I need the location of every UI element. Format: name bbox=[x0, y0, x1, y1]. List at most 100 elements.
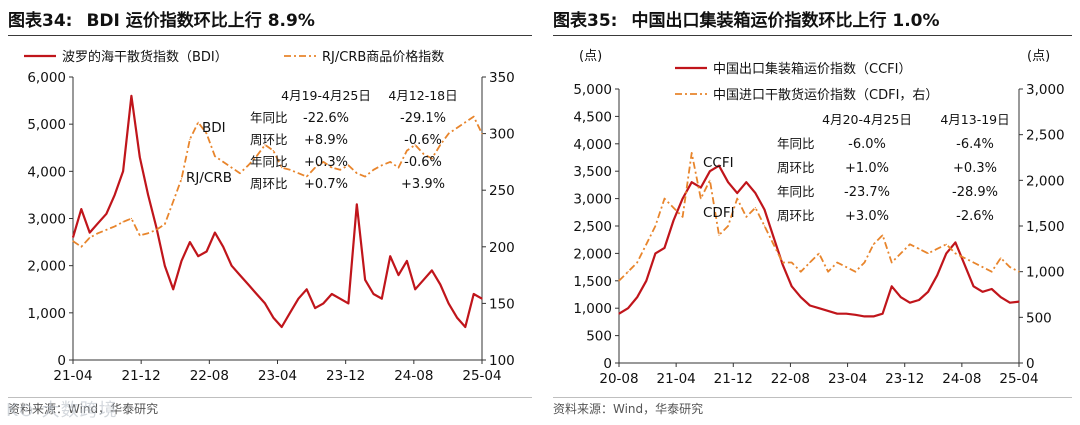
x-tick-label: 20-08 bbox=[599, 371, 638, 387]
data-point bbox=[845, 266, 847, 268]
data-point bbox=[481, 298, 483, 300]
data-point bbox=[381, 298, 383, 300]
y-tick-label-left: 4,500 bbox=[573, 109, 612, 125]
y-tick-label-right: 0 bbox=[1026, 356, 1035, 372]
data-point bbox=[97, 222, 99, 224]
watermark-logo: K⊙ 大数跨境 bbox=[6, 400, 118, 421]
source-rule bbox=[8, 397, 532, 398]
data-point bbox=[854, 314, 856, 316]
data-point bbox=[972, 261, 975, 264]
data-point bbox=[364, 279, 366, 281]
data-point bbox=[356, 172, 358, 174]
y-tick-label-right: 250 bbox=[489, 183, 515, 199]
y-tick-label-left: 1,000 bbox=[27, 306, 66, 322]
data-point bbox=[982, 266, 984, 268]
data-point bbox=[645, 280, 647, 282]
y-tick-label-left: 3,000 bbox=[573, 192, 612, 208]
annotation-value: +0.7% bbox=[304, 177, 348, 192]
data-point bbox=[231, 167, 233, 169]
data-point bbox=[130, 95, 132, 97]
data-point bbox=[80, 208, 82, 210]
title-rule bbox=[8, 35, 532, 36]
data-point bbox=[247, 164, 249, 166]
data-point bbox=[114, 225, 116, 227]
x-tick-label: 22-08 bbox=[190, 368, 229, 384]
data-point bbox=[448, 133, 450, 135]
data-point bbox=[909, 243, 911, 245]
data-point bbox=[872, 315, 875, 317]
data-point bbox=[155, 227, 158, 229]
annotation-row-label: 年同比 bbox=[250, 154, 288, 169]
x-tick-label: 24-08 bbox=[394, 368, 433, 384]
data-point bbox=[763, 209, 766, 211]
data-point bbox=[882, 234, 884, 236]
data-point bbox=[97, 232, 99, 234]
legend-label: 波罗的海干散货指数（BDI） bbox=[62, 49, 228, 65]
data-point bbox=[281, 167, 283, 169]
data-point bbox=[791, 261, 793, 264]
data-point bbox=[700, 198, 702, 200]
data-point bbox=[347, 302, 349, 304]
data-point bbox=[836, 313, 838, 315]
data-point bbox=[718, 234, 720, 236]
data-point bbox=[727, 181, 729, 183]
data-point bbox=[627, 307, 629, 309]
data-point bbox=[1018, 271, 1020, 273]
data-point bbox=[745, 181, 747, 183]
y-tick-label-right: 100 bbox=[489, 353, 515, 369]
data-point bbox=[222, 246, 224, 248]
data-point bbox=[863, 261, 866, 264]
y-tick-label-right: 2,500 bbox=[1026, 128, 1065, 144]
y-unit-left: (点) bbox=[579, 49, 602, 64]
annotation-row-label: 年同比 bbox=[777, 136, 815, 151]
data-point bbox=[663, 247, 666, 249]
annotation-value: -28.9% bbox=[952, 185, 998, 200]
y-tick-label-left: 0 bbox=[603, 356, 612, 372]
data-point bbox=[222, 161, 224, 163]
data-point bbox=[297, 298, 299, 300]
data-point bbox=[364, 176, 366, 178]
data-point bbox=[854, 271, 856, 273]
data-point bbox=[663, 198, 666, 200]
data-point bbox=[1000, 296, 1002, 298]
y-tick-label-left: 0 bbox=[57, 353, 66, 369]
y-tick-label-left: 4,000 bbox=[27, 164, 66, 180]
annotation-row-label: 年同比 bbox=[777, 184, 815, 199]
data-point bbox=[256, 155, 258, 157]
data-point bbox=[954, 252, 956, 254]
annotation-col-header: 4月13-19日 bbox=[940, 112, 1009, 127]
x-tick-label: 23-04 bbox=[828, 371, 867, 387]
data-point bbox=[105, 213, 107, 215]
data-point bbox=[927, 291, 929, 293]
data-point bbox=[197, 121, 199, 123]
y-tick-label-left: 1,000 bbox=[573, 301, 612, 317]
data-point bbox=[397, 274, 400, 276]
data-point bbox=[763, 225, 766, 227]
y-tick-label-right: 1,000 bbox=[1026, 265, 1065, 281]
y-tick-label-left: 4,000 bbox=[573, 137, 612, 153]
data-point bbox=[89, 237, 91, 239]
data-point bbox=[272, 150, 274, 152]
data-point bbox=[991, 271, 993, 273]
annotation-value: -6.4% bbox=[956, 137, 994, 152]
legend-label: RJ/CRB商品价格指数 bbox=[322, 49, 444, 65]
data-point bbox=[1000, 257, 1002, 259]
y-tick-label-left: 3,000 bbox=[27, 212, 66, 228]
data-point bbox=[347, 164, 349, 166]
y-tick-label-right: 1,500 bbox=[1026, 219, 1065, 235]
data-point bbox=[289, 312, 291, 314]
data-point bbox=[397, 167, 400, 169]
data-point bbox=[927, 252, 929, 254]
data-point bbox=[991, 288, 993, 290]
data-point bbox=[306, 176, 308, 178]
annotation-value: +1.0% bbox=[845, 161, 889, 176]
data-point bbox=[389, 255, 391, 257]
data-point bbox=[945, 252, 947, 254]
data-point bbox=[147, 194, 149, 196]
data-point bbox=[122, 170, 124, 172]
data-point bbox=[331, 293, 333, 295]
data-point bbox=[918, 299, 920, 301]
y-tick-label-left: 5,000 bbox=[573, 82, 612, 98]
data-point bbox=[180, 178, 183, 180]
data-point bbox=[691, 181, 693, 183]
